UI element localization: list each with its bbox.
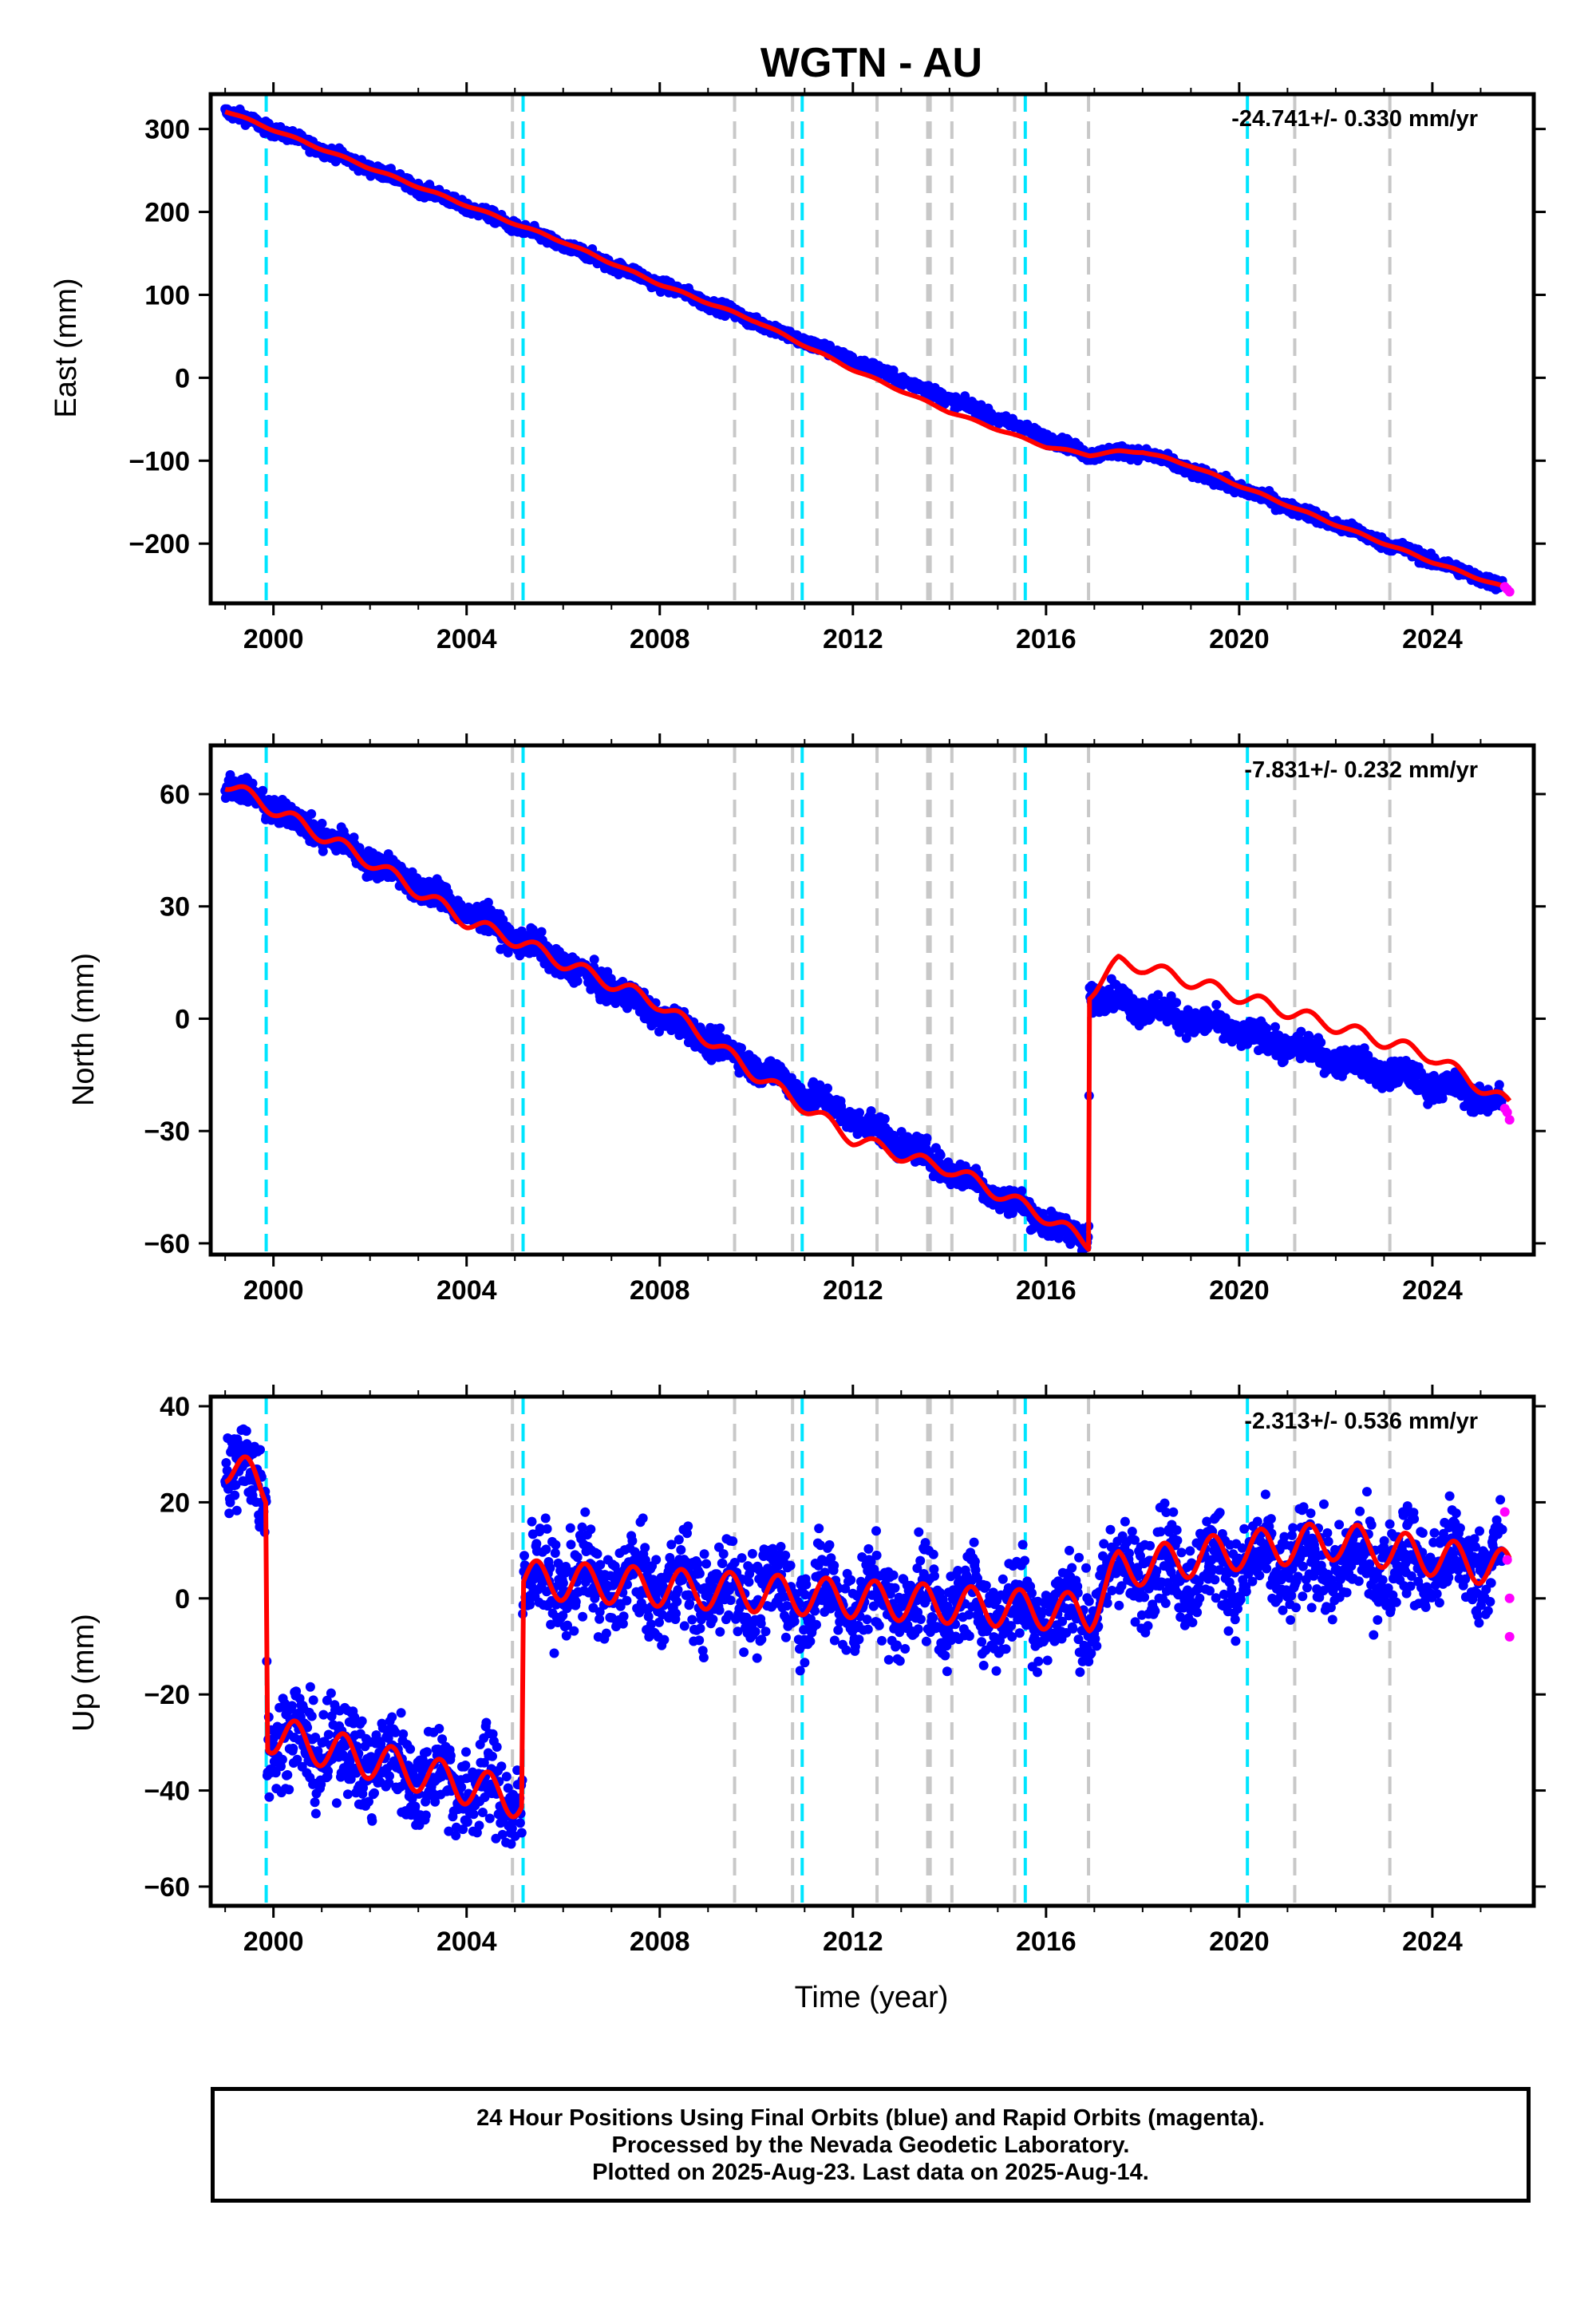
north-data-point xyxy=(1211,1000,1222,1010)
north-data-point xyxy=(823,1083,832,1093)
north-data-point xyxy=(855,1108,864,1118)
east-rate-label: -24.741+/- 0.330 mm/yr xyxy=(1231,106,1478,132)
east-axis-label: East (mm) xyxy=(49,278,83,417)
north-data-point xyxy=(1316,1037,1326,1048)
north-data-point xyxy=(589,954,599,965)
east-x-tick-label: 2012 xyxy=(823,624,883,654)
north-data-point xyxy=(1171,998,1182,1008)
east-x-tick-label: 2004 xyxy=(437,624,497,654)
east-x-tick-label: 2016 xyxy=(1016,624,1077,654)
north-data-point xyxy=(258,785,268,796)
east-x-tick-label: 2020 xyxy=(1209,624,1270,654)
east-y-tick-label: 100 xyxy=(144,280,190,310)
north-data-point xyxy=(572,976,583,986)
east-y-tick-label: −200 xyxy=(128,529,190,559)
north-data-point xyxy=(935,1150,946,1160)
east-x-tick-label: 2008 xyxy=(630,624,690,654)
east-x-tick-label: 2024 xyxy=(1402,624,1463,654)
east-y-tick-label: 300 xyxy=(144,115,190,145)
east-y-tick-label: −100 xyxy=(128,446,190,476)
east-panel: −200 −100 0 100 200 300 2000 2004 2008 2012 2016 20… xyxy=(49,82,1546,654)
east-y-tick-label: 200 xyxy=(144,198,190,228)
east-x-tick-label: 2000 xyxy=(243,624,304,654)
east-y-tick-label: 0 xyxy=(175,363,190,393)
north-data-point xyxy=(1270,1022,1280,1032)
north-data-point xyxy=(879,1114,890,1124)
north-data-point xyxy=(536,927,547,937)
north-data-point xyxy=(317,818,327,828)
north-data-point xyxy=(306,808,317,819)
east-rapid-point xyxy=(1504,587,1515,597)
chart-title: WGTN - AU xyxy=(760,40,982,86)
north-data-point xyxy=(922,1133,932,1144)
north-data-point xyxy=(715,1023,725,1034)
